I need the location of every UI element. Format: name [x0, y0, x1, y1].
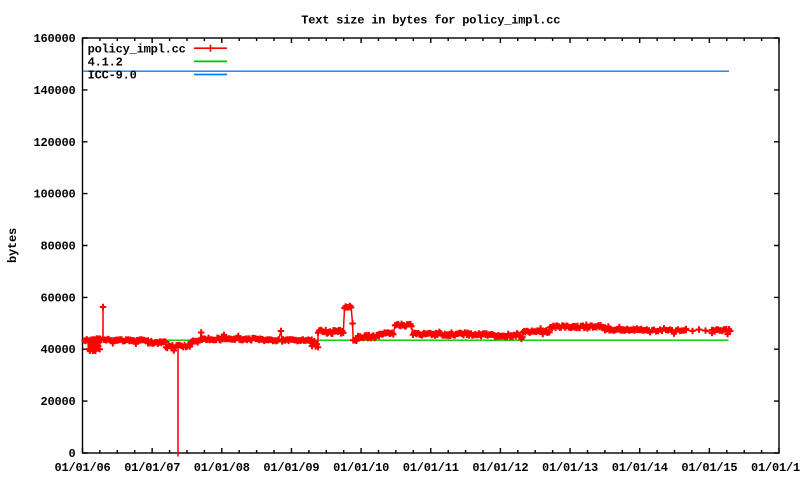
- svg-text:01/01/10: 01/01/10: [333, 461, 389, 475]
- svg-text:160000: 160000: [33, 32, 75, 46]
- svg-text:0: 0: [68, 447, 75, 461]
- svg-text:ICC-9.0: ICC-9.0: [88, 69, 137, 83]
- svg-text:20000: 20000: [40, 395, 75, 409]
- svg-text:01/01/12: 01/01/12: [472, 461, 528, 475]
- svg-text:01/01/15: 01/01/15: [681, 461, 737, 475]
- svg-text:01/01/14: 01/01/14: [612, 461, 668, 475]
- svg-text:80000: 80000: [40, 240, 75, 254]
- svg-text:01/01/09: 01/01/09: [263, 461, 319, 475]
- svg-text:140000: 140000: [33, 84, 75, 98]
- svg-text:policy_impl.cc: policy_impl.cc: [88, 42, 186, 56]
- svg-text:01/01/06: 01/01/06: [54, 461, 110, 475]
- svg-text:60000: 60000: [40, 291, 75, 305]
- svg-text:01/01/16: 01/01/16: [751, 461, 800, 475]
- svg-text:Text size in bytes for policy_: Text size in bytes for policy_impl.cc: [301, 14, 560, 28]
- svg-text:bytes: bytes: [6, 228, 20, 263]
- svg-text:01/01/11: 01/01/11: [403, 461, 459, 475]
- svg-text:01/01/08: 01/01/08: [194, 461, 250, 475]
- svg-text:40000: 40000: [40, 343, 75, 357]
- svg-text:120000: 120000: [33, 136, 75, 150]
- svg-text:01/01/07: 01/01/07: [124, 461, 180, 475]
- svg-text:4.1.2: 4.1.2: [88, 56, 123, 70]
- svg-text:100000: 100000: [33, 188, 75, 202]
- svg-text:01/01/13: 01/01/13: [542, 461, 598, 475]
